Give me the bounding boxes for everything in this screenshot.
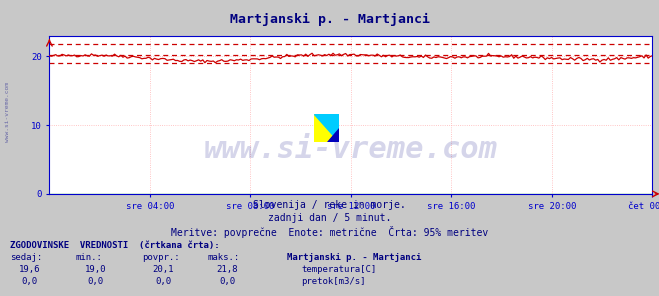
- Text: Slovenija / reke in morje.: Slovenija / reke in morje.: [253, 200, 406, 210]
- Text: 19,6: 19,6: [19, 265, 40, 274]
- Text: 0,0: 0,0: [22, 277, 38, 286]
- Text: temperatura[C]: temperatura[C]: [301, 265, 376, 274]
- Text: Meritve: povprečne  Enote: metrične  Črta: 95% meritev: Meritve: povprečne Enote: metrične Črta:…: [171, 226, 488, 239]
- Text: povpr.:: povpr.:: [142, 253, 179, 262]
- Text: min.:: min.:: [76, 253, 103, 262]
- Text: 0,0: 0,0: [156, 277, 171, 286]
- Text: zadnji dan / 5 minut.: zadnji dan / 5 minut.: [268, 213, 391, 223]
- Text: maks.:: maks.:: [208, 253, 240, 262]
- Text: sedaj:: sedaj:: [10, 253, 42, 262]
- Polygon shape: [327, 128, 339, 142]
- Text: 0,0: 0,0: [88, 277, 103, 286]
- Text: www.si-vreme.com: www.si-vreme.com: [204, 135, 498, 164]
- Text: 19,0: 19,0: [85, 265, 106, 274]
- Text: ZGODOVINSKE  VREDNOSTI  (črtkana črta):: ZGODOVINSKE VREDNOSTI (črtkana črta):: [10, 241, 219, 250]
- Text: 0,0: 0,0: [219, 277, 235, 286]
- Text: 20,1: 20,1: [153, 265, 174, 274]
- Text: pretok[m3/s]: pretok[m3/s]: [301, 277, 366, 286]
- Polygon shape: [314, 114, 339, 142]
- Text: Martjanski p. - Martjanci: Martjanski p. - Martjanci: [287, 253, 421, 262]
- Text: Martjanski p. - Martjanci: Martjanski p. - Martjanci: [229, 13, 430, 26]
- Text: 21,8: 21,8: [217, 265, 238, 274]
- Text: www.si-vreme.com: www.si-vreme.com: [5, 83, 11, 142]
